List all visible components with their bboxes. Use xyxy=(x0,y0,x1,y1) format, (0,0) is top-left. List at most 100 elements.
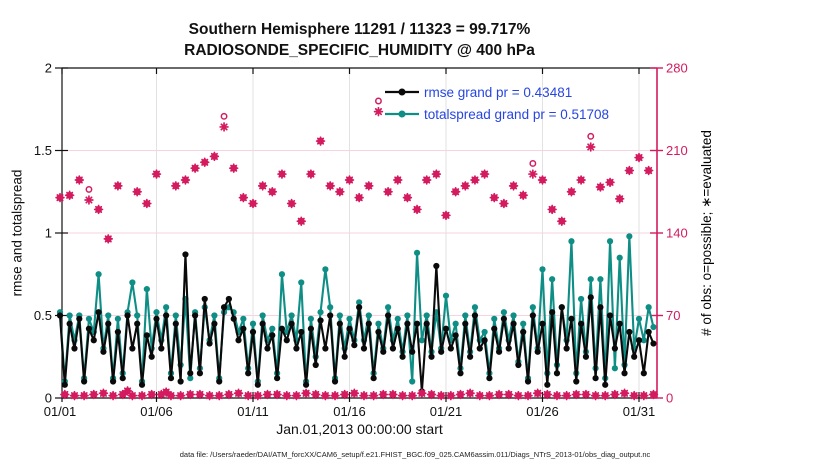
obs-evaluated-marker xyxy=(470,175,480,185)
obs-possible-marker xyxy=(114,182,122,190)
obs-evaluated-marker xyxy=(431,169,442,179)
obs-evaluated-marker xyxy=(122,386,133,396)
rmse-point xyxy=(423,320,430,327)
obs-possible-marker xyxy=(437,392,445,400)
obs-possible-marker xyxy=(423,176,431,184)
obs-evaluated-marker xyxy=(69,390,80,401)
left-tick-label: 1 xyxy=(45,226,52,241)
obs-evaluated-marker xyxy=(542,389,553,400)
rmse-point xyxy=(549,309,556,316)
obs-evaluated-marker xyxy=(233,388,244,399)
totalspread-point xyxy=(278,271,286,278)
obs-evaluated-marker xyxy=(402,192,413,203)
rmse-point xyxy=(235,337,242,344)
rmse-point xyxy=(182,251,189,258)
obs-possible-marker xyxy=(510,182,517,190)
obs-evaluated-marker xyxy=(74,175,85,185)
rmse-point xyxy=(225,295,232,303)
obs-possible-marker xyxy=(408,392,416,400)
obs-evaluated-marker xyxy=(272,389,282,400)
totalspread-point xyxy=(288,312,295,319)
obs-evaluated-marker xyxy=(364,181,374,191)
obs-evaluated-marker xyxy=(339,389,350,400)
obs-evaluated-marker xyxy=(306,169,316,179)
obs-evaluated-marker xyxy=(552,390,562,401)
totalspread-point xyxy=(298,279,305,286)
obs-possible-marker xyxy=(172,182,180,190)
data-file-path: data file: /Users/raeder/DAI/ATM_forcXX/… xyxy=(179,450,651,459)
rmse-point xyxy=(61,381,68,388)
rmse-point xyxy=(621,370,628,377)
rmse-point xyxy=(167,375,175,382)
obs-evaluated-marker xyxy=(79,390,89,401)
obs-possible-marker xyxy=(596,183,604,191)
rmse-point xyxy=(592,375,599,382)
obs-evaluated-marker xyxy=(648,389,659,400)
obs-possible-marker xyxy=(162,388,170,396)
rmse-point xyxy=(602,381,609,388)
obs-possible-marker xyxy=(616,195,624,203)
obs-possible-marker xyxy=(235,389,242,397)
left-tick-label: 1.5 xyxy=(34,143,52,158)
obs-evaluated-marker xyxy=(282,390,292,401)
obs-possible-marker xyxy=(128,392,136,400)
rmse-point xyxy=(211,320,218,327)
rmse-point xyxy=(71,345,78,352)
obs-possible-marker xyxy=(85,185,93,193)
obs-evaluated-marker xyxy=(310,389,321,400)
rmse-point xyxy=(351,342,358,349)
totalspread-point xyxy=(317,309,324,316)
obs-possible-marker xyxy=(635,154,643,162)
obs-evaluated-marker xyxy=(132,187,142,197)
obs-evaluated-marker xyxy=(224,389,234,400)
rmse-point xyxy=(312,361,319,369)
rmse-point xyxy=(505,345,512,352)
obs-possible-marker xyxy=(461,182,469,190)
obs-evaluated-marker xyxy=(383,187,393,197)
obs-possible-marker xyxy=(399,392,407,400)
totalspread-point xyxy=(307,315,314,322)
obs-possible-marker xyxy=(225,391,233,398)
totalspread-point xyxy=(153,309,160,316)
obs-possible-marker xyxy=(288,200,296,207)
obs-evaluated-marker xyxy=(84,195,94,205)
obs-possible-marker xyxy=(133,188,141,196)
obs-evaluated-marker xyxy=(378,389,389,400)
totalspread-point xyxy=(249,320,257,327)
totalspread-point xyxy=(95,271,102,278)
x-tick-label: 01/11 xyxy=(237,404,269,419)
rmse-point xyxy=(283,337,290,344)
obs-possible-marker xyxy=(302,389,310,397)
rmse-point xyxy=(447,345,454,352)
obs-evaluated-marker xyxy=(446,390,456,401)
legend: rmse grand pr = 0.43481 totalspread gran… xyxy=(384,81,609,125)
rmse-point xyxy=(85,325,93,332)
totalspread-point xyxy=(259,312,266,319)
obs-possible-marker xyxy=(109,392,117,400)
rmse-point xyxy=(76,315,83,322)
rmse-point xyxy=(158,345,165,352)
obs-evaluated-marker xyxy=(412,204,422,215)
obs-evaluated-marker xyxy=(624,165,635,176)
obs-possible-marker xyxy=(524,392,532,400)
obs-possible-marker xyxy=(66,191,74,199)
obs-evaluated-marker xyxy=(397,390,408,401)
obs-evaluated-marker xyxy=(243,390,253,401)
totalspread-point xyxy=(172,312,179,319)
obs-evaluated-marker xyxy=(590,390,601,401)
obs-evaluated-marker xyxy=(499,198,509,209)
obs-evaluated-marker xyxy=(619,388,630,399)
obs-evaluated-marker xyxy=(127,390,138,401)
obs-evaluated-marker xyxy=(98,388,109,399)
totalspread-point xyxy=(529,304,536,311)
obs-evaluated-marker xyxy=(190,163,200,173)
rmse-point xyxy=(476,345,483,352)
obs-evaluated-marker xyxy=(175,390,186,401)
obs-evaluated-marker xyxy=(354,192,364,203)
obs-possible-marker xyxy=(476,392,484,400)
obs-possible-marker xyxy=(259,182,267,190)
obs-possible-marker xyxy=(563,392,571,400)
obs-evaluated-marker xyxy=(634,152,644,163)
rmse-point xyxy=(346,325,353,332)
rmse-line xyxy=(58,253,655,393)
